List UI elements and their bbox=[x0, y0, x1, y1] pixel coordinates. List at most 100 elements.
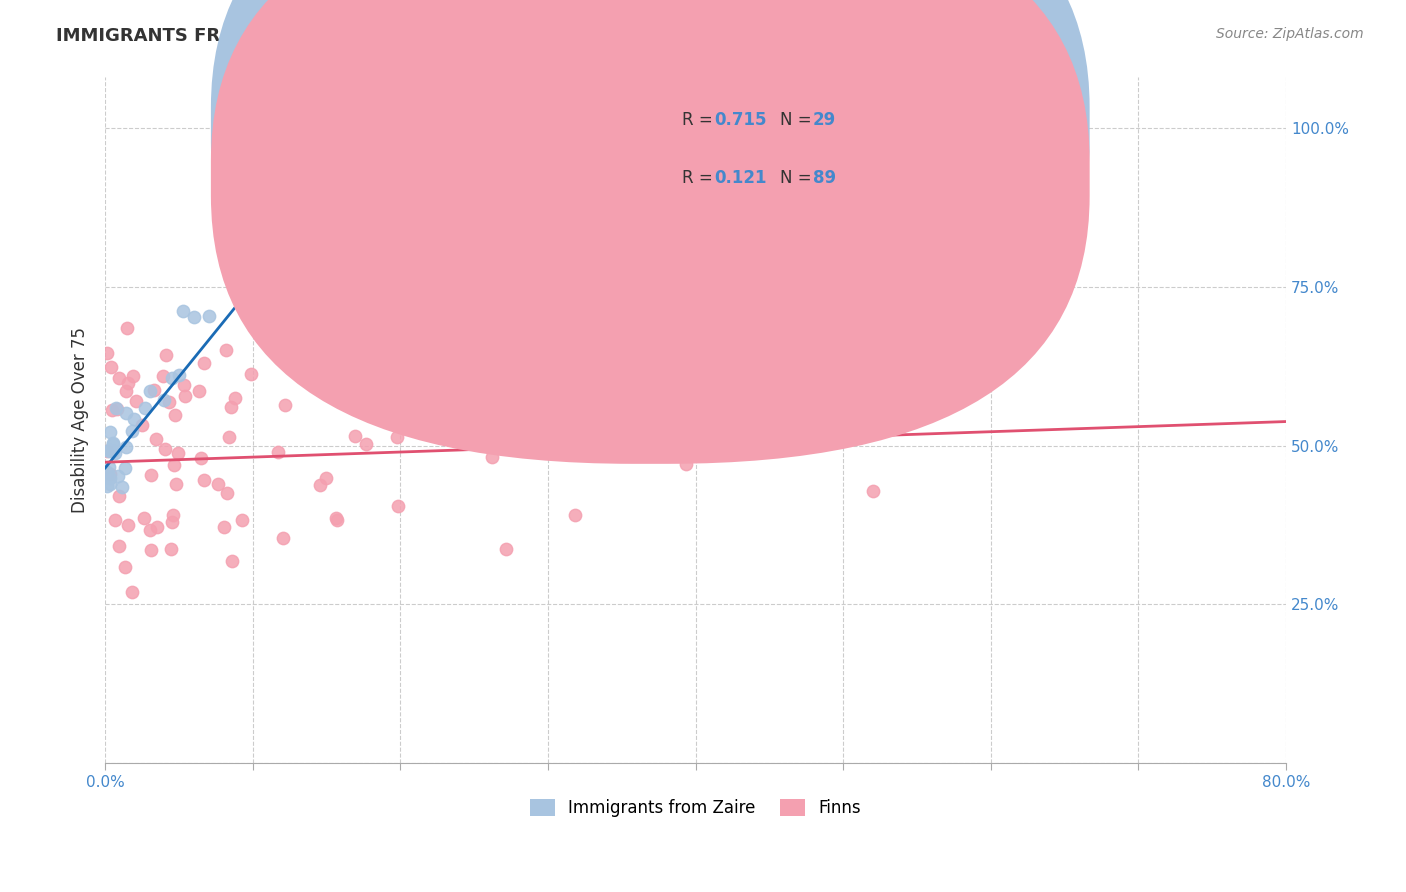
Text: 0.715: 0.715 bbox=[714, 112, 766, 129]
Point bbox=[165, 476, 187, 491]
Point bbox=[675, 458, 697, 472]
Point bbox=[163, 408, 186, 422]
Point bbox=[231, 513, 253, 527]
Point bbox=[153, 442, 176, 457]
Point bbox=[274, 398, 297, 412]
Point bbox=[160, 542, 183, 557]
Point bbox=[160, 371, 183, 385]
Point bbox=[446, 373, 468, 387]
Point bbox=[111, 480, 134, 494]
Point bbox=[193, 356, 215, 370]
Point bbox=[309, 478, 332, 492]
Point bbox=[96, 479, 118, 493]
Point bbox=[219, 400, 242, 414]
Point bbox=[98, 443, 121, 458]
Point bbox=[121, 584, 143, 599]
Point bbox=[516, 344, 538, 359]
Point bbox=[326, 513, 349, 527]
Point bbox=[138, 523, 160, 537]
Point bbox=[105, 401, 128, 416]
Point bbox=[489, 366, 512, 380]
Point bbox=[221, 554, 243, 568]
Point bbox=[167, 445, 190, 459]
Point bbox=[98, 425, 121, 439]
Point bbox=[395, 400, 418, 414]
Point bbox=[141, 542, 163, 557]
Point bbox=[517, 433, 540, 447]
Point bbox=[600, 444, 623, 458]
Point bbox=[163, 458, 186, 473]
Point bbox=[125, 394, 148, 409]
Text: ZIPatlas: ZIPatlas bbox=[575, 394, 815, 446]
Point bbox=[172, 304, 194, 318]
Text: N =: N = bbox=[780, 112, 817, 129]
Point bbox=[356, 384, 378, 398]
Point bbox=[101, 436, 124, 450]
Point bbox=[173, 378, 195, 392]
Point bbox=[100, 471, 122, 485]
Point bbox=[356, 436, 378, 450]
Point bbox=[101, 444, 124, 458]
Point bbox=[117, 518, 139, 533]
Point bbox=[103, 513, 125, 527]
Point bbox=[564, 508, 586, 522]
Text: IMMIGRANTS FROM ZAIRE VS FINNISH DISABILITY AGE OVER 75 CORRELATION CHART: IMMIGRANTS FROM ZAIRE VS FINNISH DISABIL… bbox=[56, 27, 921, 45]
Point bbox=[145, 433, 167, 447]
Point bbox=[142, 383, 165, 397]
Point bbox=[157, 395, 180, 409]
Point bbox=[108, 371, 131, 385]
Point bbox=[131, 417, 153, 432]
Point bbox=[260, 311, 283, 326]
Point bbox=[367, 115, 389, 129]
Text: Source: ZipAtlas.com: Source: ZipAtlas.com bbox=[1216, 27, 1364, 41]
Point bbox=[193, 473, 215, 487]
Point bbox=[267, 444, 290, 458]
Point bbox=[134, 401, 156, 415]
Point bbox=[481, 450, 503, 465]
Point bbox=[215, 343, 238, 358]
Point bbox=[107, 469, 129, 483]
Point bbox=[214, 520, 236, 534]
Point bbox=[457, 380, 479, 394]
Point bbox=[122, 369, 145, 384]
Point bbox=[382, 344, 405, 359]
Point bbox=[273, 346, 295, 360]
Point bbox=[115, 384, 138, 398]
Point bbox=[121, 424, 143, 438]
Point bbox=[387, 499, 409, 513]
Point bbox=[96, 346, 118, 360]
Point bbox=[152, 368, 174, 383]
Point bbox=[174, 389, 197, 403]
Point bbox=[207, 477, 229, 491]
Point bbox=[162, 508, 184, 522]
Point bbox=[96, 465, 118, 479]
Text: 89: 89 bbox=[813, 169, 835, 187]
Point bbox=[240, 367, 263, 381]
Point bbox=[183, 310, 205, 325]
Point bbox=[160, 515, 183, 529]
Point bbox=[98, 467, 121, 481]
Point bbox=[115, 320, 138, 334]
Point bbox=[271, 532, 294, 546]
Point bbox=[187, 384, 209, 398]
Point bbox=[108, 539, 131, 553]
Point bbox=[145, 520, 167, 534]
Point bbox=[108, 488, 131, 502]
Text: N =: N = bbox=[780, 169, 817, 187]
Point bbox=[104, 446, 127, 460]
Point bbox=[311, 338, 333, 352]
Point bbox=[225, 253, 247, 268]
Text: R =: R = bbox=[682, 112, 718, 129]
Point bbox=[96, 444, 118, 458]
Point bbox=[98, 460, 121, 475]
Point bbox=[215, 486, 238, 500]
Point bbox=[139, 468, 162, 483]
Point bbox=[117, 376, 139, 391]
Text: 29: 29 bbox=[813, 112, 837, 129]
Point bbox=[845, 320, 868, 334]
Point bbox=[104, 401, 127, 415]
Point bbox=[381, 383, 404, 397]
Point bbox=[862, 483, 884, 498]
Text: R =: R = bbox=[682, 169, 718, 187]
Point bbox=[394, 334, 416, 348]
